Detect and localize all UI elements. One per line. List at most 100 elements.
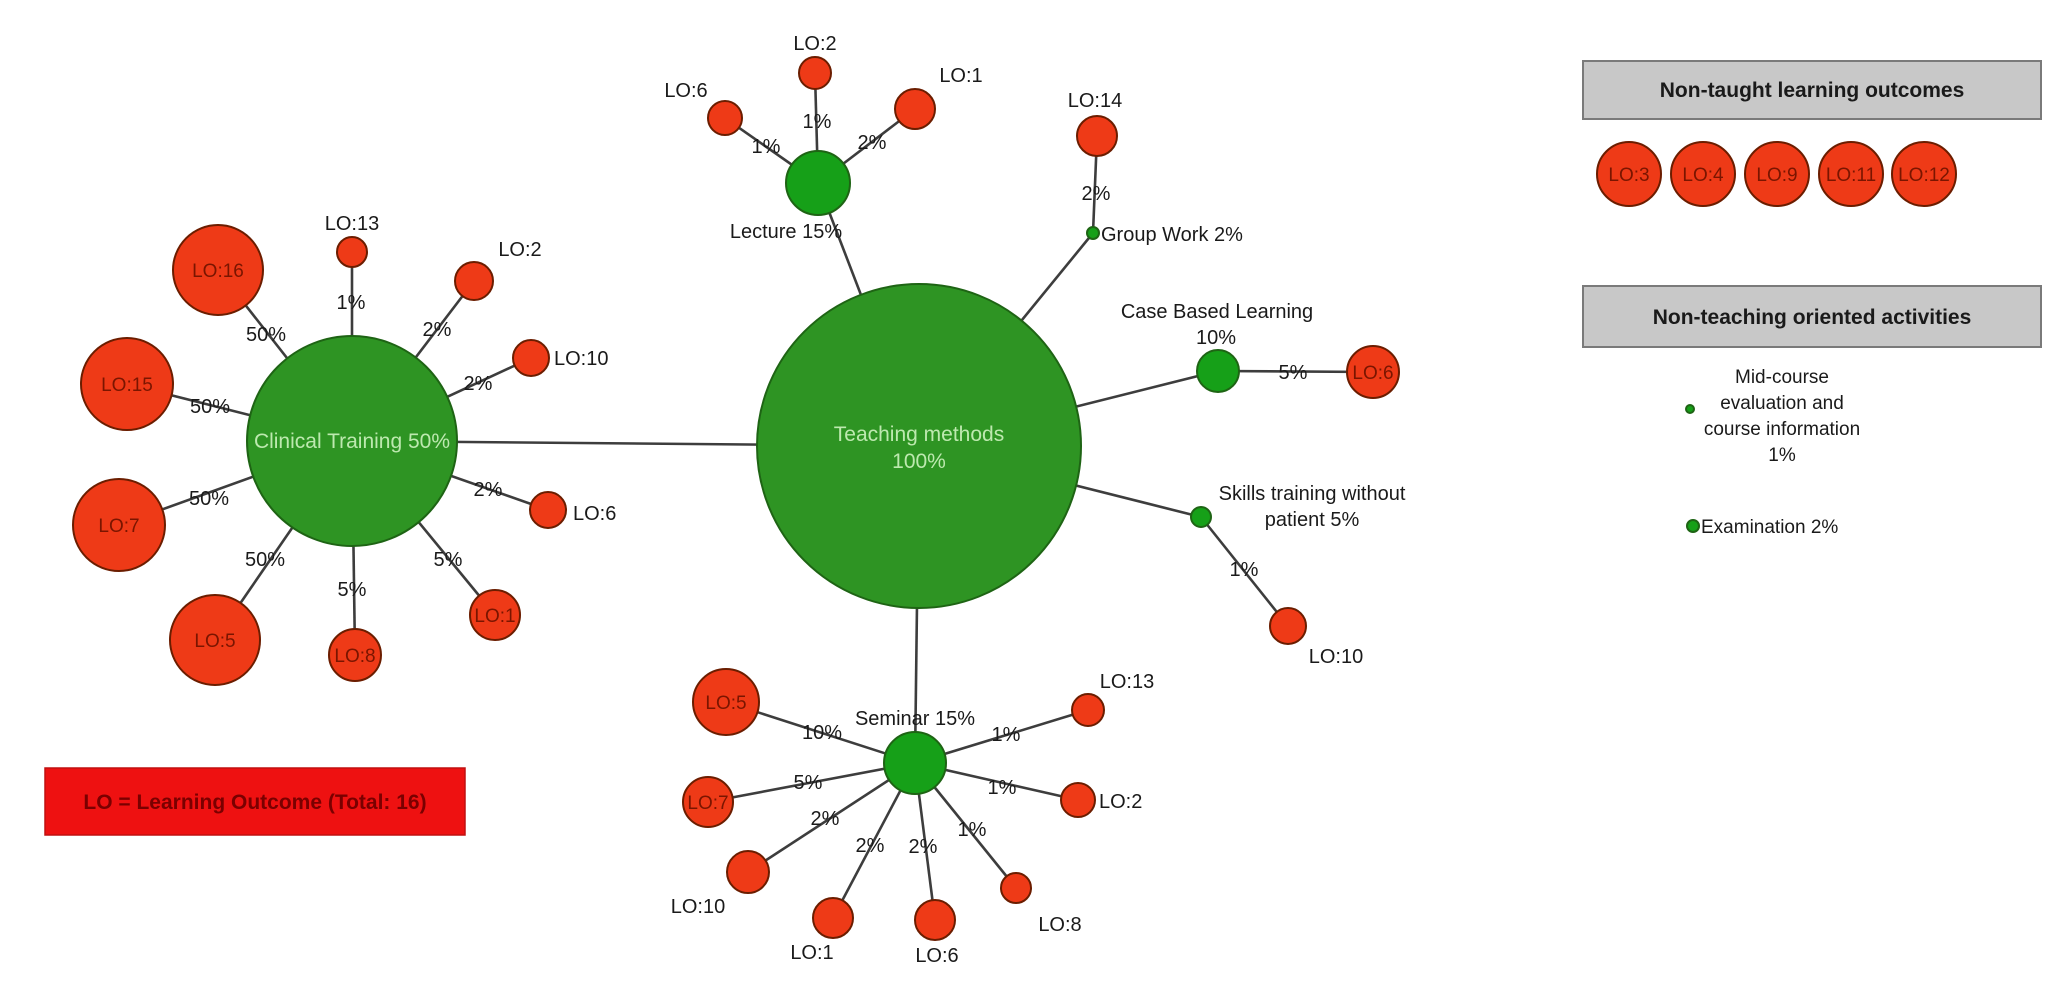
non-taught-label-lo11: LO:11	[1826, 165, 1876, 186]
hub-seminar-label-line1: Seminar 15%	[855, 708, 975, 730]
lo-node-clinical-lo2	[454, 261, 494, 301]
examination-dot	[1686, 519, 1700, 533]
lo-node-skills-lo10	[1269, 607, 1307, 645]
lo-node-lecture-lo6	[707, 100, 743, 136]
hub-groupwork-circle	[1086, 226, 1100, 240]
non-taught-header-box	[1582, 60, 2042, 120]
hub-seminar-circle	[883, 731, 947, 795]
non-taught-node-lo9	[1744, 141, 1810, 207]
lo-label-seminar-lo6: LO:6	[915, 945, 958, 967]
percent-label-groupwork-lo14: 2%	[1082, 183, 1111, 205]
hub-skills-label-line2: patient 5%	[1265, 509, 1360, 531]
hub-teaching-label-line1: Teaching methods	[834, 423, 1004, 446]
hub-clinical-circle	[246, 335, 458, 547]
percent-label-lecture-lo1: 2%	[858, 132, 887, 154]
lo-label-seminar-lo5: LO:5	[705, 693, 746, 714]
midcourse-evaluation-label-line1: Mid-course	[1735, 367, 1829, 388]
lo-label-skills-lo10: LO:10	[1309, 646, 1363, 668]
lo-node-cbl-lo6	[1346, 345, 1400, 399]
hub-lecture-label-line1: Lecture 15%	[730, 221, 843, 243]
lo-node-seminar-lo8	[1000, 872, 1032, 904]
lo-node-clinical-lo7	[72, 478, 166, 572]
lo-node-seminar-lo13	[1071, 693, 1105, 727]
lo-label-lecture-lo6: LO:6	[664, 80, 707, 102]
percent-label-clinical-lo7: 50%	[189, 488, 229, 510]
percent-label-clinical-lo13: 1%	[337, 292, 366, 314]
non-taught-node-lo11	[1818, 141, 1884, 207]
lo-node-seminar-lo10	[726, 850, 770, 894]
hub-skills-label-line1: Skills training without	[1219, 483, 1406, 505]
lo-label-clinical-lo7: LO:7	[98, 516, 139, 537]
hub-cbl-circle	[1196, 349, 1240, 393]
lo-node-clinical-lo16	[172, 224, 264, 316]
lo-label-seminar-lo1: LO:1	[790, 942, 833, 964]
lo-node-clinical-lo5	[169, 594, 261, 686]
lo-label-clinical-lo15: LO:15	[101, 375, 153, 396]
edge-skills-lo10	[1199, 516, 1290, 627]
lo-node-groupwork-lo14	[1076, 115, 1118, 157]
non-teaching-header-label: Non-teaching oriented activities	[1653, 306, 1972, 329]
percent-label-seminar-lo10: 2%	[811, 808, 840, 830]
lo-label-clinical-lo10: LO:10	[554, 348, 608, 370]
legend-box	[44, 767, 466, 836]
lo-label-clinical-lo2: LO:2	[498, 239, 541, 261]
percent-label-seminar-lo6: 2%	[909, 836, 938, 858]
lo-label-seminar-lo13: LO:13	[1100, 671, 1154, 693]
lo-node-clinical-lo1	[469, 589, 521, 641]
hub-lecture-circle	[785, 150, 851, 216]
lo-node-seminar-lo1	[812, 897, 854, 939]
percent-label-lecture-lo2: 1%	[803, 111, 832, 133]
lo-node-lecture-lo2	[798, 56, 832, 90]
lo-label-clinical-lo16: LO:16	[192, 261, 244, 282]
percent-label-seminar-lo1: 2%	[856, 835, 885, 857]
non-taught-label-lo4: LO:4	[1682, 165, 1724, 186]
non-teaching-header-box	[1582, 285, 2042, 348]
lo-label-clinical-lo6: LO:6	[573, 503, 616, 525]
percent-label-seminar-lo7: 5%	[794, 772, 823, 794]
lo-node-seminar-lo5	[692, 668, 760, 736]
examination-label: Examination 2%	[1701, 517, 1838, 538]
percent-label-seminar-lo13: 1%	[992, 724, 1021, 746]
lo-label-clinical-lo1: LO:1	[474, 606, 515, 627]
midcourse-evaluation-label-line4: 1%	[1768, 445, 1796, 466]
lo-node-seminar-lo2	[1060, 782, 1096, 818]
midcourse-evaluation-label-line2: evaluation and	[1720, 393, 1844, 414]
lo-label-clinical-lo13: LO:13	[325, 213, 379, 235]
lo-label-lecture-lo1: LO:1	[939, 65, 982, 87]
lo-label-seminar-lo8: LO:8	[1038, 914, 1081, 936]
hub-teaching-label-line2: 100%	[892, 450, 946, 473]
non-taught-label-lo9: LO:9	[1756, 165, 1797, 186]
lo-node-lecture-lo1	[894, 88, 936, 130]
hub-groupwork-label-line1: Group Work 2%	[1101, 224, 1243, 246]
non-taught-node-lo3	[1596, 141, 1662, 207]
lo-label-groupwork-lo14: LO:14	[1068, 90, 1122, 112]
percent-label-clinical-lo16: 50%	[246, 324, 286, 346]
percent-label-clinical-lo8: 5%	[338, 579, 367, 601]
lo-label-seminar-lo7: LO:7	[687, 793, 728, 814]
hub-teaching-circle	[756, 283, 1082, 609]
percent-label-clinical-lo6: 2%	[474, 479, 503, 501]
hub-cbl-label-line2: 10%	[1196, 327, 1236, 349]
lo-node-clinical-lo13	[336, 236, 368, 268]
percent-label-seminar-lo2: 1%	[988, 777, 1017, 799]
percent-label-clinical-lo5: 50%	[245, 549, 285, 571]
lo-node-clinical-lo6	[529, 491, 567, 529]
non-taught-header-label: Non-taught learning outcomes	[1660, 79, 1965, 102]
percent-label-cbl-lo6: 5%	[1279, 362, 1308, 384]
non-taught-node-lo12	[1891, 141, 1957, 207]
edge-seminar-lo10	[747, 761, 916, 874]
non-taught-node-lo4	[1670, 141, 1736, 207]
lo-node-clinical-lo8	[328, 628, 382, 682]
lo-label-cbl-lo6: LO:6	[1352, 363, 1393, 384]
lo-node-seminar-lo6	[914, 899, 956, 941]
percent-label-clinical-lo1: 5%	[434, 549, 463, 571]
percent-label-clinical-lo10: 2%	[464, 373, 493, 395]
lo-label-clinical-lo8: LO:8	[334, 646, 375, 667]
lo-node-clinical-lo10	[512, 339, 550, 377]
percent-label-skills-lo10: 1%	[1230, 559, 1259, 581]
midcourse-evaluation-label-line3: course information	[1704, 419, 1860, 440]
midcourse-evaluation-dot	[1685, 404, 1695, 414]
lo-label-seminar-lo10: LO:10	[671, 896, 725, 918]
